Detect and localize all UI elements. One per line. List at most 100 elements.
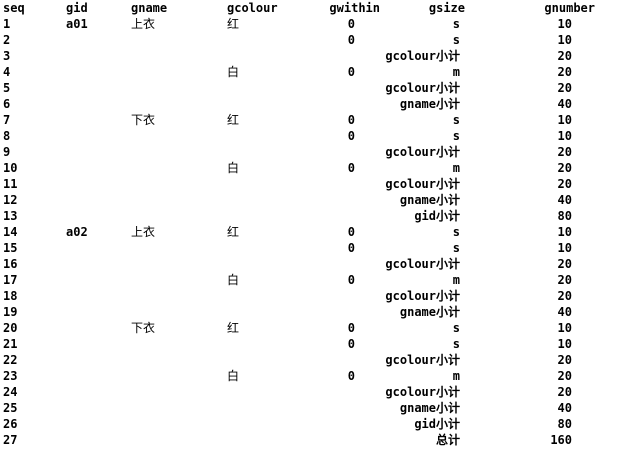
- table-row: 9 gcolour小计 20: [0, 144, 622, 160]
- table-row: 3 gcolour小计 20: [0, 48, 622, 64]
- table-row: 24 gcolour小计 20: [0, 384, 622, 400]
- table-row: 12 gname小计 40: [0, 192, 622, 208]
- cell-gnumber: 20: [557, 145, 572, 159]
- cell-gsize: s: [452, 337, 460, 351]
- cell-gcolour: 白: [227, 369, 240, 383]
- cell-seq: 5: [3, 81, 11, 95]
- cell-gsize: s: [452, 241, 460, 255]
- cell-gsize: s: [452, 225, 460, 239]
- cell-seq: 3: [3, 49, 11, 63]
- cell-gnumber: 160: [550, 433, 572, 447]
- table-row: 20 下衣 红 0 s 10: [0, 320, 622, 336]
- table-row: 10 白 0 m 20: [0, 160, 622, 176]
- cell-gcolour: 白: [227, 161, 240, 175]
- cell-gsize: m: [452, 161, 460, 175]
- cell-gsize: gcolour小计: [385, 353, 460, 367]
- cell-gcolour: 红: [227, 113, 240, 127]
- table-row: 17 白 0 m 20: [0, 272, 622, 288]
- header-gname: gname: [131, 1, 168, 15]
- cell-gsize: gname小计: [399, 97, 460, 111]
- cell-gwithin: 0: [347, 33, 355, 47]
- cell-gsize: gcolour小计: [385, 145, 460, 159]
- cell-seq: 2: [3, 33, 11, 47]
- table-row: 1 a01 上衣 红 0 s 10: [0, 16, 622, 32]
- cell-gnumber: 10: [557, 241, 572, 255]
- table-row: 5 gcolour小计 20: [0, 80, 622, 96]
- cell-gsize: gname小计: [399, 193, 460, 207]
- cell-gnumber: 20: [557, 369, 572, 383]
- cell-gname: 下衣: [131, 113, 156, 127]
- cell-gsize: s: [452, 321, 460, 335]
- cell-gsize: s: [452, 33, 460, 47]
- cell-seq: 13: [3, 209, 18, 223]
- cell-gnumber: 10: [557, 225, 572, 239]
- cell-gsize: m: [452, 273, 460, 287]
- cell-gsize: gname小计: [399, 401, 460, 415]
- table-row: 8 0 s 10: [0, 128, 622, 144]
- cell-seq: 4: [3, 65, 11, 79]
- cell-seq: 10: [3, 161, 18, 175]
- header-gsize: gsize: [428, 1, 465, 15]
- table-row: 7 下衣 红 0 s 10: [0, 112, 622, 128]
- cell-gnumber: 40: [557, 401, 572, 415]
- table-row: 13 gid小计 80: [0, 208, 622, 224]
- cell-gsize: gcolour小计: [385, 257, 460, 271]
- cell-gnumber: 20: [557, 385, 572, 399]
- cell-gwithin: 0: [347, 273, 355, 287]
- header-seq: seq: [3, 1, 25, 15]
- cell-gsize: gcolour小计: [385, 177, 460, 191]
- cell-gcolour: 红: [227, 321, 240, 335]
- cell-seq: 19: [3, 305, 18, 319]
- header-gcolour: gcolour: [227, 1, 278, 15]
- cell-gnumber: 20: [557, 177, 572, 191]
- cell-gsize: m: [452, 369, 460, 383]
- cell-gsize: gname小计: [399, 305, 460, 319]
- cell-gwithin: 0: [347, 65, 355, 79]
- cell-gwithin: 0: [347, 129, 355, 143]
- cell-seq: 21: [3, 337, 18, 351]
- cell-seq: 1: [3, 17, 11, 31]
- table-row: 26 gid小计 80: [0, 416, 622, 432]
- cell-gsize: gcolour小计: [385, 289, 460, 303]
- cell-gnumber: 20: [557, 49, 572, 63]
- cell-gnumber: 20: [557, 161, 572, 175]
- cell-gnumber: 10: [557, 33, 572, 47]
- cell-gwithin: 0: [347, 113, 355, 127]
- cell-gsize: s: [452, 113, 460, 127]
- cell-gnumber: 10: [557, 337, 572, 351]
- cell-gname: 上衣: [131, 17, 156, 31]
- cell-gnumber: 20: [557, 65, 572, 79]
- cell-gnumber: 20: [557, 257, 572, 271]
- cell-seq: 7: [3, 113, 11, 127]
- cell-gnumber: 10: [557, 321, 572, 335]
- cell-seq: 8: [3, 129, 11, 143]
- cell-gsize: gcolour小计: [385, 385, 460, 399]
- cell-seq: 25: [3, 401, 18, 415]
- table-row: 25 gname小计 40: [0, 400, 622, 416]
- cell-gnumber: 40: [557, 193, 572, 207]
- cell-gwithin: 0: [347, 337, 355, 351]
- cell-gnumber: 10: [557, 17, 572, 31]
- header-gnumber: gnumber: [544, 1, 595, 15]
- cell-gwithin: 0: [347, 225, 355, 239]
- cell-gsize: gid小计: [414, 209, 460, 223]
- cell-gid: a02: [66, 225, 88, 239]
- cell-seq: 27: [3, 433, 18, 447]
- table-row: 19 gname小计 40: [0, 304, 622, 320]
- header-gid: gid: [66, 1, 88, 15]
- table-row: 15 0 s 10: [0, 240, 622, 256]
- cell-gwithin: 0: [347, 17, 355, 31]
- cell-seq: 14: [3, 225, 18, 239]
- cell-seq: 6: [3, 97, 11, 111]
- header-gwithin: gwithin: [329, 1, 380, 15]
- cell-gwithin: 0: [347, 241, 355, 255]
- cell-gsize: gid小计: [414, 417, 460, 431]
- cell-seq: 17: [3, 273, 18, 287]
- table-row: 21 0 s 10: [0, 336, 622, 352]
- table-row: 23 白 0 m 20: [0, 368, 622, 384]
- cell-gid: a01: [66, 17, 88, 31]
- cell-seq: 26: [3, 417, 18, 431]
- cell-gsize: 总计: [435, 433, 460, 447]
- cell-gcolour: 红: [227, 225, 240, 239]
- cell-seq: 18: [3, 289, 18, 303]
